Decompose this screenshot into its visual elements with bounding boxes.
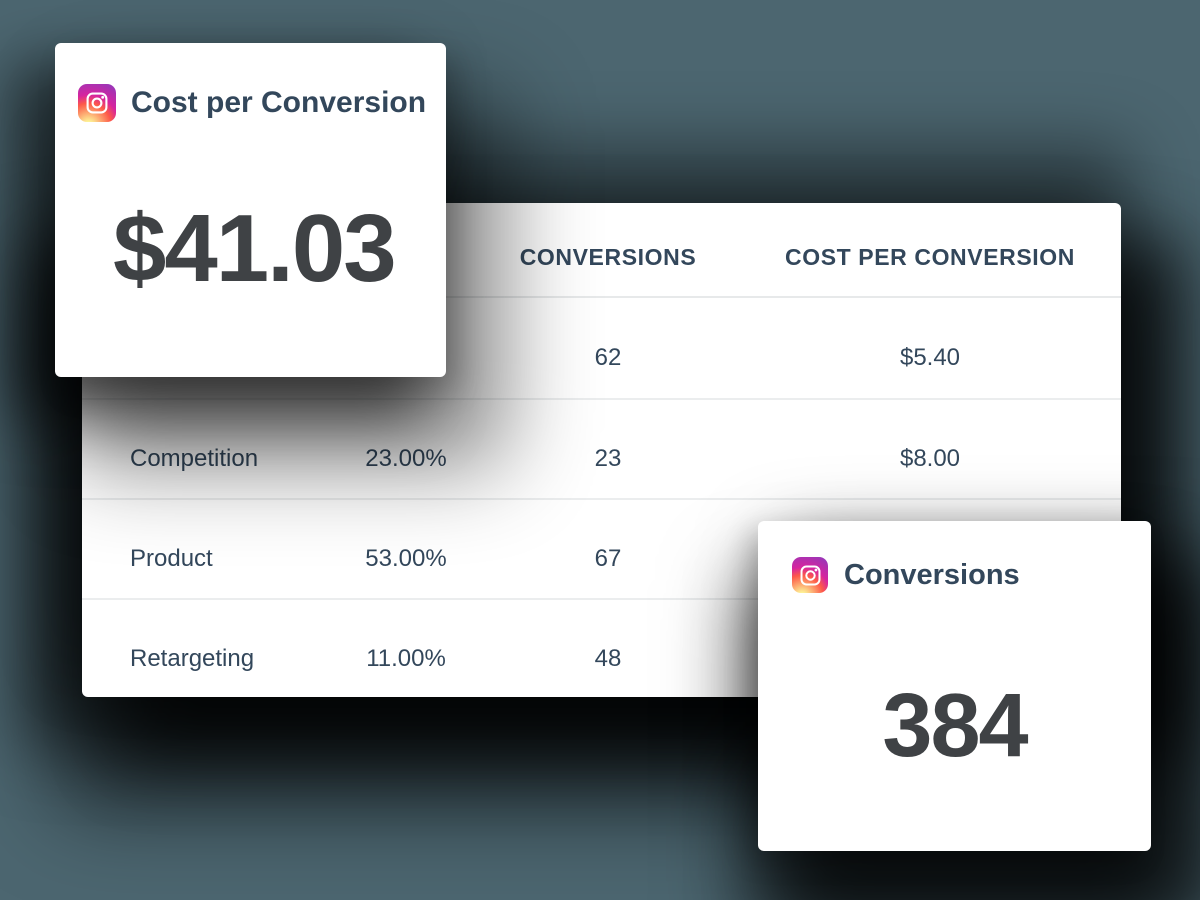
- instagram-icon: [792, 557, 828, 593]
- cost-per-conversion-cell: $5.40: [899, 344, 961, 371]
- table-body: 62 $5.40 Competition 23.00% 23 $8.00 Product 53…: [82, 298, 1121, 697]
- card-header: Cost per Conversion: [78, 84, 426, 122]
- conversions-value: 384: [882, 676, 1028, 776]
- column-header-conversions: CONVERSIONS: [519, 244, 697, 270]
- conversions-cell: 23: [594, 445, 622, 472]
- conversions-card: Conversions 384: [758, 521, 1151, 851]
- campaign-name-cell: Retargeting: [130, 644, 255, 672]
- campaign-name-cell: Competition: [130, 445, 259, 472]
- conversions-cell: 67: [594, 545, 622, 572]
- card-title: Cost per Conversion: [131, 86, 427, 119]
- conversions-cell: 62: [594, 344, 622, 371]
- cost-per-conversion-cell: $8.00: [899, 445, 961, 472]
- cost-per-conversion-card: Cost per Conversion $41.03: [55, 43, 446, 377]
- percent-cell: 53.00%: [365, 545, 447, 572]
- percent-cell: 11.00%: [366, 644, 446, 672]
- percent-cell: 23.00%: [365, 445, 447, 472]
- card-title: Conversions: [844, 558, 1020, 591]
- instagram-icon: [78, 84, 116, 122]
- table-row: 62 $5.40: [82, 298, 1121, 400]
- cost-per-conversion-value: $41.03: [113, 195, 397, 302]
- card-header: Conversions: [792, 557, 1020, 593]
- table-header-row: CONVERSIONS COST PER CONVERSION: [82, 203, 1121, 298]
- table-row: Product 53.00% 67: [82, 500, 1121, 600]
- conversions-cell: 48: [594, 644, 622, 672]
- table-row: Competition 23.00% 23 $8.00: [82, 400, 1121, 500]
- column-header-cost-per-conversion: COST PER CONVERSION: [785, 244, 1075, 270]
- campaign-name-cell: Product: [130, 545, 213, 572]
- table-row: Retargeting 11.00% 48: [82, 600, 1121, 697]
